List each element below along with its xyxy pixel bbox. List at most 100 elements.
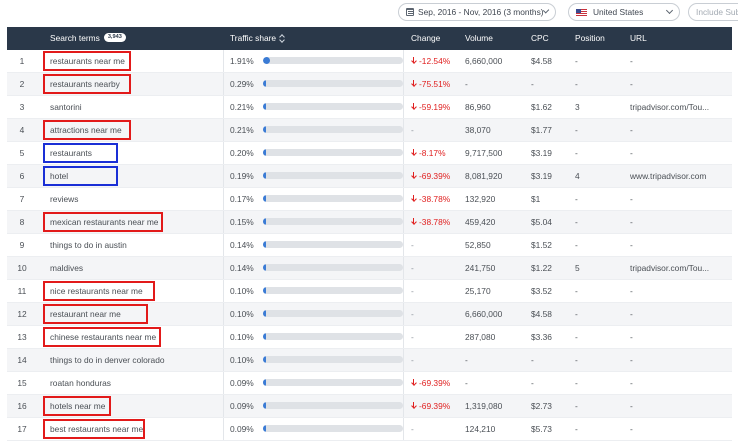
- volume-value: 132,920: [465, 194, 496, 204]
- search-term-link[interactable]: maldives: [50, 263, 84, 273]
- search-terms-count-badge: 3,943: [103, 33, 126, 43]
- change-text: -: [411, 424, 414, 434]
- traffic-share-bar: [263, 241, 403, 248]
- change-text: -: [411, 309, 414, 319]
- table-row[interactable]: 14 things to do in denver colorado 0.10% - -…: [7, 349, 738, 372]
- position-value: -: [575, 79, 578, 89]
- change-text: -69.39%: [419, 401, 451, 411]
- cpc-value: $4.58: [531, 56, 552, 66]
- column-traffic-share[interactable]: Traffic share: [230, 27, 285, 50]
- column-cpc[interactable]: CPC: [531, 27, 549, 50]
- traffic-share-value: 0.09%: [230, 401, 254, 411]
- table-row[interactable]: 16 hotels near me 0.09% -69.39% 1,319,080 $2.…: [7, 395, 738, 418]
- highlight-box: [43, 51, 131, 71]
- position-value: 5: [575, 263, 580, 273]
- search-term-link[interactable]: roatan honduras: [50, 378, 111, 388]
- column-divider: [403, 280, 404, 302]
- table-row[interactable]: 13 chinese restaurants near me 0.10% - 287,0…: [7, 326, 738, 349]
- column-divider: [223, 50, 224, 72]
- url-value: -: [630, 424, 633, 434]
- date-range-dropdown[interactable]: Sep, 2016 - Nov, 2016 (3 months): [398, 3, 556, 21]
- traffic-share-bar-fill: [263, 149, 266, 156]
- change-text: -: [411, 240, 414, 250]
- change-value: -: [411, 418, 466, 440]
- arrow-down-icon: [411, 217, 417, 226]
- table-row[interactable]: 4 attractions near me 0.21% - 38,070 $1.77 - -: [7, 119, 738, 142]
- table-row[interactable]: 12 restaurant near me 0.10% - 6,660,000 $4.58…: [7, 303, 738, 326]
- change-value: -69.39%: [411, 165, 466, 187]
- url-value[interactable]: www.tripadvisor.com: [630, 171, 707, 181]
- search-term-link[interactable]: things to do in denver colorado: [50, 355, 165, 365]
- table-row[interactable]: 9 things to do in austin 0.14% - 52,850 $1.52…: [7, 234, 738, 257]
- search-term-link[interactable]: things to do in austin: [50, 240, 127, 250]
- table-row[interactable]: 8 mexican restaurants near me 0.15% -38.78%…: [7, 211, 738, 234]
- position-value: -: [575, 56, 578, 66]
- search-term-link[interactable]: chinese restaurants near me: [50, 332, 157, 342]
- traffic-share-bar-fill: [263, 241, 266, 248]
- table-row[interactable]: 17 best restaurants near me 0.09% - 124,210 $…: [7, 418, 738, 441]
- column-divider: [403, 326, 404, 348]
- change-text: -12.54%: [419, 56, 451, 66]
- row-number: 13: [17, 332, 27, 342]
- traffic-share-value: 0.14%: [230, 240, 254, 250]
- traffic-share-bar-fill: [263, 356, 266, 363]
- url-value: -: [630, 217, 633, 227]
- traffic-share-bar-fill: [263, 379, 266, 386]
- table-row[interactable]: 11 nice restaurants near me 0.10% - 25,170 $3…: [7, 280, 738, 303]
- change-text: -38.78%: [419, 194, 451, 204]
- volume-value: 124,210: [465, 424, 496, 434]
- url-value[interactable]: tripadvisor.com/Tou...: [630, 263, 710, 273]
- arrow-down-icon: [411, 148, 417, 157]
- highlight-box: [43, 166, 118, 186]
- table-row[interactable]: 15 roatan honduras 0.09% -69.39% - - - -: [7, 372, 738, 395]
- include-sub-label: Include Sub: [696, 7, 738, 17]
- table-row[interactable]: 3 santorini 0.21% -59.19% 86,960 $1.62 3 tripad…: [7, 96, 738, 119]
- cpc-value: -: [531, 378, 534, 388]
- column-search-terms[interactable]: Search terms 3,943: [50, 27, 126, 50]
- table-row[interactable]: 2 restaurants nearby 0.29% -75.51% - - - -: [7, 73, 738, 96]
- search-term-link[interactable]: attractions near me: [50, 125, 122, 135]
- column-url[interactable]: URL: [630, 27, 647, 50]
- column-divider: [223, 418, 224, 440]
- arrow-down-icon: [411, 378, 417, 387]
- change-text: -69.39%: [419, 171, 451, 181]
- search-term-link[interactable]: restaurants: [50, 148, 92, 158]
- table-row[interactable]: 6 hotel 0.19% -69.39% 8,081,920 $3.19 4 www.tri…: [7, 165, 738, 188]
- column-volume[interactable]: Volume: [465, 27, 493, 50]
- arrow-down-icon: [411, 401, 417, 410]
- table-row[interactable]: 7 reviews 0.17% -38.78% 132,920 $1 - -: [7, 188, 738, 211]
- position-value: 3: [575, 102, 580, 112]
- table-row[interactable]: 5 restaurants 0.20% -8.17% 9,717,500 $3.19 - -: [7, 142, 738, 165]
- column-divider: [403, 50, 404, 72]
- column-position[interactable]: Position: [575, 27, 605, 50]
- search-term-link[interactable]: reviews: [50, 194, 79, 204]
- search-term-link[interactable]: best restaurants near me: [50, 424, 144, 434]
- search-term-link[interactable]: hotels near me: [50, 401, 106, 411]
- row-number: 1: [19, 56, 25, 66]
- search-term-link[interactable]: nice restaurants near me: [50, 286, 143, 296]
- column-divider: [223, 280, 224, 302]
- change-text: -: [411, 263, 414, 273]
- highlight-box: [43, 143, 118, 163]
- search-term-link[interactable]: restaurants nearby: [50, 79, 120, 89]
- search-term-link[interactable]: hotel: [50, 171, 69, 181]
- search-term-link[interactable]: restaurant near me: [50, 309, 121, 319]
- column-divider: [403, 303, 404, 325]
- volume-value: 25,170: [465, 286, 491, 296]
- url-value[interactable]: tripadvisor.com/Tou...: [630, 102, 710, 112]
- row-number: 2: [19, 79, 25, 89]
- search-term-link[interactable]: santorini: [50, 102, 82, 112]
- sort-icon[interactable]: [279, 34, 285, 42]
- position-value: -: [575, 355, 578, 365]
- arrow-down-icon: [411, 194, 417, 203]
- search-term-link[interactable]: mexican restaurants near me: [50, 217, 159, 227]
- cpc-value: $3.36: [531, 332, 552, 342]
- search-term-link[interactable]: restaurants near me: [50, 56, 125, 66]
- country-dropdown[interactable]: United States: [568, 3, 680, 21]
- url-value: -: [630, 378, 633, 388]
- column-change[interactable]: Change: [411, 27, 440, 50]
- table-row[interactable]: 10 maldives 0.14% - 241,750 $1.22 5 tripadvisor…: [7, 257, 738, 280]
- table-row[interactable]: 1 restaurants near me 1.91% -12.54% 6,660,00…: [7, 50, 738, 73]
- include-subdomains-toggle[interactable]: Include Sub: [688, 3, 738, 21]
- url-value: -: [630, 286, 633, 296]
